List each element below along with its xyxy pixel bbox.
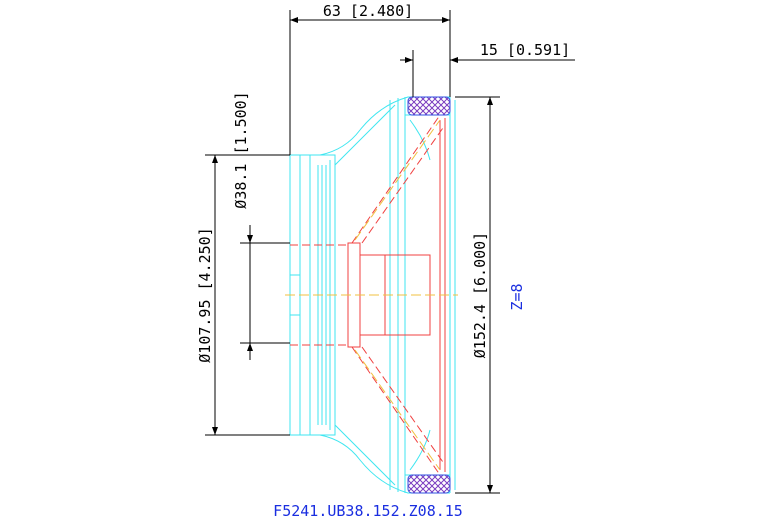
dimension-text: 63 [2.480] bbox=[323, 2, 413, 20]
hidden-lines bbox=[285, 114, 458, 476]
dimension-text: Ø38.1 [1.500] bbox=[232, 91, 250, 208]
note: Z=8 bbox=[508, 283, 526, 310]
dimension-text: 15 [0.591] bbox=[480, 41, 570, 59]
part-outline bbox=[289, 96, 456, 494]
dimension-text: Ø107.95 [4.250] bbox=[196, 227, 214, 362]
dimension-lines bbox=[205, 10, 575, 494]
dimension-text: Ø152.4 [6.000] bbox=[471, 232, 489, 358]
part-number: F5241.UB38.152.Z08.15 bbox=[273, 502, 463, 520]
